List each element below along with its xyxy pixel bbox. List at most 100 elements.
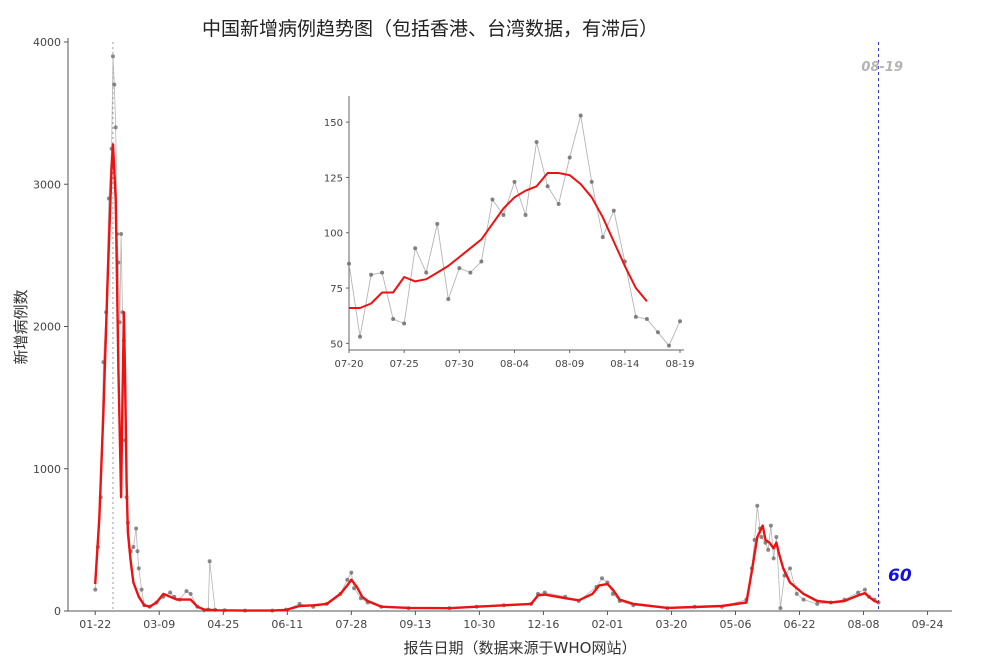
- x-tick-label: 09-24: [912, 618, 944, 631]
- x-tick-label: 01-22: [79, 618, 111, 631]
- daily-case-point: [801, 597, 806, 602]
- inset-daily-case-point: [347, 261, 351, 266]
- inset-daily-case-point: [678, 319, 682, 324]
- x-tick-label: 10-30: [463, 618, 495, 631]
- inset-daily-case-point: [512, 179, 517, 184]
- inset-daily-case-point: [402, 321, 407, 326]
- x-tick-label: 03-09: [143, 618, 175, 631]
- inset-daily-case-point: [446, 297, 451, 302]
- x-tick-label: 09-13: [399, 618, 431, 631]
- y-tick-label: 1000: [33, 463, 61, 476]
- inset-daily-case-point: [490, 197, 495, 202]
- y-tick-label: 0: [54, 605, 61, 618]
- inset-daily-case-point: [589, 179, 594, 184]
- inset-daily-case-point: [666, 343, 671, 348]
- inset-daily-case-point: [457, 266, 462, 271]
- daily-case-point: [542, 590, 547, 595]
- y-tick-label: 4000: [33, 36, 61, 49]
- y-axis-title: 新增病例数: [12, 289, 30, 364]
- daily-case-point: [599, 576, 604, 581]
- daily-case-point: [131, 544, 136, 549]
- inset-x-tick-label: 07-20: [334, 359, 363, 370]
- daily-case-point: [119, 232, 124, 237]
- daily-case-point: [352, 586, 357, 591]
- daily-case-point: [787, 566, 792, 571]
- inset-daily-case-point: [358, 334, 363, 339]
- x-tick-label: 07-28: [335, 618, 367, 631]
- inset-daily-case-point: [545, 184, 550, 189]
- inset-x-tick-label: 08-14: [610, 359, 639, 370]
- inset-daily-case-point: [534, 140, 539, 145]
- inset-moving-average-line: [349, 172, 648, 309]
- daily-case-point: [345, 577, 350, 582]
- daily-case-point: [774, 535, 779, 540]
- inset-y-tick-label: 75: [330, 284, 343, 295]
- x-tick-label: 04-25: [207, 618, 239, 631]
- daily-case-point: [136, 566, 141, 571]
- inset-daily-case-point: [655, 330, 660, 335]
- inset-daily-case-point: [380, 270, 385, 275]
- x-tick-label: 02-01: [591, 618, 623, 631]
- y-tick-label: 3000: [33, 178, 61, 191]
- inset-daily-case-point: [424, 270, 429, 275]
- inset-x-tick-label: 07-25: [390, 359, 419, 370]
- inset-daily-case-point: [413, 246, 418, 251]
- daily-case-point: [110, 54, 115, 59]
- inset-daily-case-point: [369, 272, 374, 277]
- daily-case-point: [207, 559, 212, 564]
- daily-case-point: [184, 589, 189, 594]
- inset-y-tick-label: 50: [330, 339, 343, 350]
- daily-case-point: [93, 587, 98, 592]
- inset-chart: 50 75 100 125 150 07-20 07-25 07-30 08-04 08-09 08…: [324, 96, 695, 370]
- daily-case-point: [766, 547, 771, 552]
- inset-x-tick-label: 08-09: [555, 359, 584, 370]
- inset-daily-case-point: [611, 208, 616, 213]
- inset-daily-case-point: [468, 270, 473, 275]
- daily-case-point: [113, 125, 118, 130]
- x-tick-label: 12-16: [527, 618, 559, 631]
- x-tick-label: 03-20: [655, 618, 687, 631]
- y-tick-label: 2000: [33, 321, 61, 334]
- x-tick-label: 08-08: [848, 618, 880, 631]
- daily-case-point: [768, 523, 773, 528]
- daily-case-point: [135, 549, 140, 554]
- inset-daily-case-point: [435, 221, 440, 226]
- x-axis-title: 报告日期（数据来源于WHO网站）: [404, 639, 637, 657]
- latest-date-annotation: 08-19: [861, 60, 903, 75]
- daily-case-point: [112, 82, 117, 87]
- inset-y-tick-label: 150: [324, 118, 343, 129]
- daily-case-point: [771, 556, 776, 561]
- inset-x-tick-label: 08-04: [500, 359, 529, 370]
- x-tick-label: 05-06: [720, 618, 752, 631]
- chart-title: 中国新增病例趋势图（包括香港、台湾数据，有滞后）: [202, 18, 658, 40]
- inset-daily-case-point: [391, 317, 396, 322]
- inset-daily-case-point: [567, 155, 572, 160]
- daily-case-point: [759, 535, 764, 540]
- daily-case-point: [139, 587, 144, 592]
- latest-value-annotation: 60: [888, 566, 912, 586]
- daily-case-point: [134, 526, 139, 531]
- daily-case-point: [794, 591, 799, 596]
- inset-daily-case-point: [556, 201, 561, 206]
- x-tick-label: 06-22: [784, 618, 816, 631]
- daily-case-point: [755, 503, 760, 508]
- daily-case-point: [815, 601, 820, 606]
- daily-case-point: [188, 591, 193, 596]
- inset-daily-case-point: [479, 259, 484, 264]
- inset-y-tick-label: 125: [324, 173, 343, 184]
- daily-case-point: [168, 590, 173, 595]
- daily-case-point: [778, 606, 783, 611]
- inset-x-tick-label: 07-30: [445, 359, 474, 370]
- main-chart: 0 1000 2000 3000 4000 01-22 03-09 04-25 06-11 07-…: [12, 18, 952, 657]
- inset-y-tick-label: 100: [324, 229, 343, 240]
- inset-daily-case-point: [633, 314, 638, 319]
- daily-case-point: [862, 587, 867, 592]
- inset-daily-case-point: [600, 235, 605, 240]
- inset-daily-case-point: [578, 113, 583, 118]
- moving-average-line: [94, 143, 879, 612]
- daily-case-point: [856, 590, 861, 595]
- inset-x-tick-label: 08-19: [665, 359, 694, 370]
- inset-daily-case-point: [644, 317, 649, 322]
- inset-daily-case-point: [523, 213, 528, 218]
